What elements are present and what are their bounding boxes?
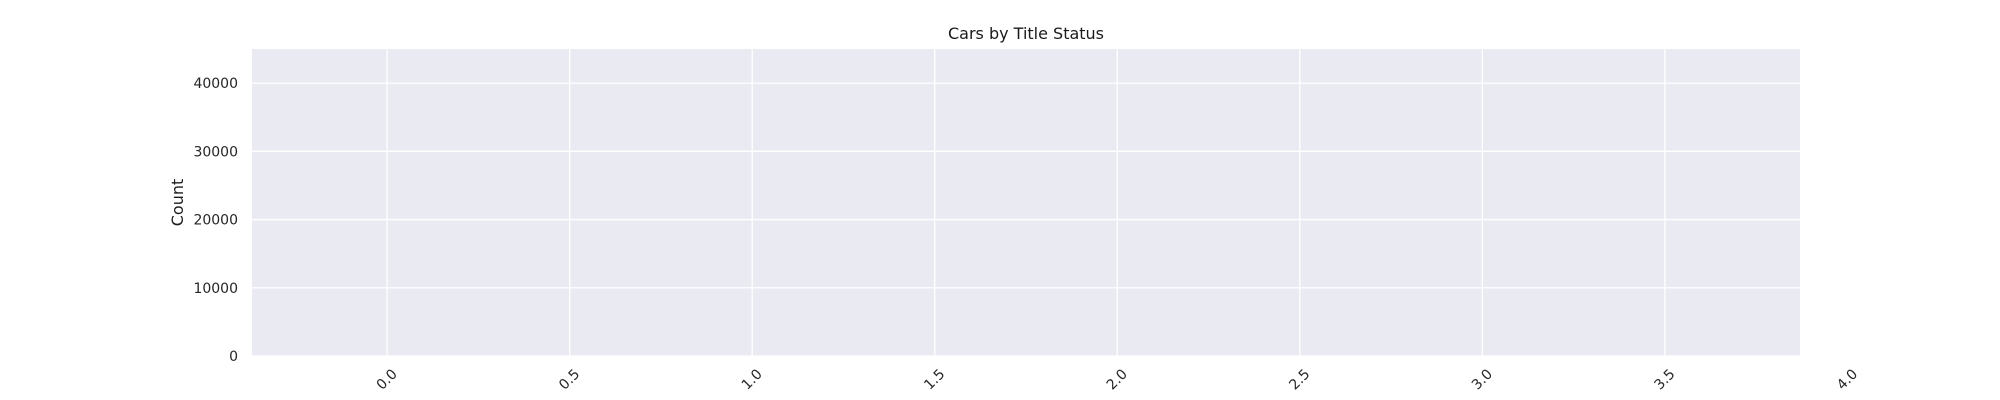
plot-area [252,49,1800,356]
chart-title: Cars by Title Status [948,24,1104,43]
grid-lines [252,49,1800,357]
y-tick-label: 0 [229,349,238,365]
x-tick-label: 1.5 [921,366,948,393]
x-tick-label: 2.0 [1104,366,1131,393]
x-tick-label: 3.5 [1651,366,1678,393]
y-tick-label: 20000 [193,213,238,229]
x-tick-label: 4.0 [1834,366,1861,393]
y-tick-label: 10000 [193,281,238,297]
x-tick-label: 0.0 [374,366,401,393]
y-tick-label: 40000 [193,76,238,92]
x-tick-label: 1.0 [739,366,766,393]
y-axis-title: Count [168,179,187,227]
x-tick-label: 2.5 [1286,366,1313,393]
x-axis-ticks: 0.0 0.5 1.0 1.5 2.0 2.5 3.0 3.5 4.0 [374,366,1861,393]
x-tick-label: 0.5 [556,366,583,393]
y-axis-ticks: 0 10000 20000 30000 40000 [193,76,238,365]
y-tick-label: 30000 [193,144,238,160]
x-tick-label: 3.0 [1469,366,1496,393]
